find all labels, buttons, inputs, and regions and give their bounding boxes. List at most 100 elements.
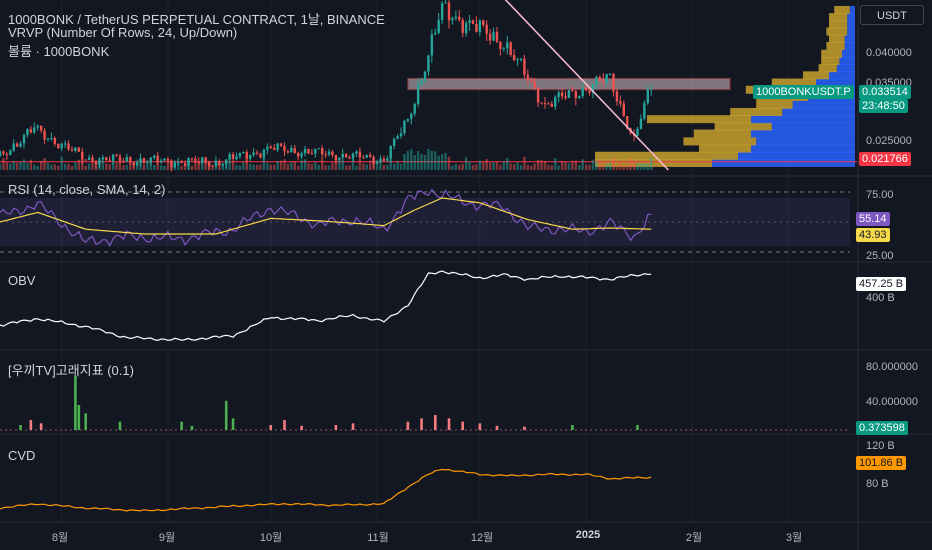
cvd-pane[interactable] [0, 468, 652, 512]
volume-bar [413, 155, 416, 170]
volume-bar [629, 158, 632, 170]
candle-body [108, 160, 111, 162]
candle-body [526, 74, 530, 80]
candle-body [63, 143, 67, 145]
volume-bar [70, 165, 74, 170]
whale-bar [29, 420, 33, 430]
volume-bar [43, 157, 46, 170]
last-price-tag: 0.033514 [859, 85, 911, 99]
whale-bar [77, 405, 81, 430]
volume-bar [512, 164, 516, 170]
vp-down-bar [826, 27, 848, 36]
volume-bar [12, 160, 15, 170]
whale-bar [523, 426, 526, 430]
vp-down-bar [829, 13, 848, 22]
whale-bar [571, 425, 574, 430]
cvd-title[interactable]: CVD [8, 448, 36, 463]
volume-bar [187, 157, 190, 170]
symbol-title[interactable]: 1000BONK / TetherUS PERPETUAL CONTRACT, … [8, 12, 385, 27]
symbol-tag: 1000BONKUSDT.P [753, 85, 854, 99]
volume-bar [423, 154, 427, 170]
volume-bar [519, 164, 523, 170]
volume-bar [440, 154, 444, 170]
candle-body [368, 154, 372, 157]
whale-bar [180, 421, 183, 430]
candle-body [386, 158, 389, 161]
whale-title[interactable]: [우끼TV]고래지표 (0.1) [8, 363, 134, 378]
candle-body [608, 73, 612, 75]
volume-bar [403, 153, 406, 170]
whale-pane[interactable] [0, 375, 850, 431]
whale-bar [190, 425, 194, 430]
obv-pane[interactable] [0, 270, 652, 342]
volume-bar [451, 165, 454, 170]
whale-bar [283, 420, 286, 430]
candle-body [197, 161, 200, 164]
candle-body [101, 157, 105, 160]
volume-bar [406, 150, 410, 170]
candle-body [375, 161, 379, 164]
candle-body [29, 129, 33, 133]
candle-body [0, 151, 2, 157]
vp-down-bar [803, 71, 829, 80]
volume-bar [180, 165, 183, 170]
countdown-tag: 23:48:50 [859, 99, 908, 113]
candle-body [33, 127, 36, 133]
candle-body [440, 3, 444, 21]
candle-body [183, 163, 187, 166]
candle-body [228, 154, 231, 160]
candle-body [290, 148, 293, 153]
rsi-pane[interactable] [0, 188, 850, 253]
candle-body [317, 148, 320, 150]
volume-bar [201, 163, 204, 170]
volume-bar [57, 165, 60, 170]
candle-body [461, 19, 464, 33]
volume-bar [516, 162, 519, 170]
whale-bar [39, 423, 43, 430]
vp-down-bar [821, 49, 842, 58]
volume-bar [454, 163, 458, 170]
vp-down-bar [826, 41, 845, 50]
candle-body [296, 152, 300, 157]
candle-body [602, 80, 605, 83]
x-axis-label: 11월 [367, 532, 389, 544]
candle-body [262, 149, 266, 158]
volume-bar [434, 151, 437, 170]
currency-button[interactable]: USDT [860, 5, 924, 25]
rsi-sma-line [0, 197, 652, 235]
candle-body [39, 125, 43, 131]
candle-body [499, 41, 502, 49]
volume-legend[interactable]: 볼륨 · 1000BONK [8, 44, 110, 59]
obv-title[interactable]: OBV [8, 273, 36, 288]
volume-bar [46, 162, 50, 170]
volume-bar [262, 156, 266, 170]
volume-bar [461, 163, 464, 170]
candle-body [444, 2, 447, 4]
candle-body [166, 158, 170, 161]
volume-bar [598, 160, 601, 170]
volume-bar [225, 159, 228, 170]
volume-bar [293, 161, 296, 170]
vp-down-bar [821, 56, 840, 65]
volume-bar [420, 153, 423, 170]
candle-body [60, 143, 63, 149]
volume-bar [530, 165, 533, 170]
volume-bar [533, 163, 536, 170]
volume-bar [231, 160, 235, 170]
rsi-title[interactable]: RSI (14, close, SMA, 14, 2) [8, 182, 166, 197]
x-axis-label: 9월 [158, 532, 176, 544]
rsi-value-tag: 55.14 [856, 212, 890, 226]
volume-bar [26, 163, 29, 170]
volume-bar [554, 158, 557, 170]
vrvp-legend[interactable]: VRVP (Number Of Rows, 24, Up/Down) [8, 25, 238, 40]
candle-body [9, 150, 12, 155]
volume-bar [612, 157, 615, 170]
volume-bar [591, 159, 595, 170]
price-pane[interactable] [0, 0, 858, 172]
candle-body [129, 157, 132, 163]
volume-bar [190, 165, 194, 170]
candle-body [482, 20, 485, 25]
candle-body [626, 116, 629, 129]
volume-bar [382, 165, 386, 170]
